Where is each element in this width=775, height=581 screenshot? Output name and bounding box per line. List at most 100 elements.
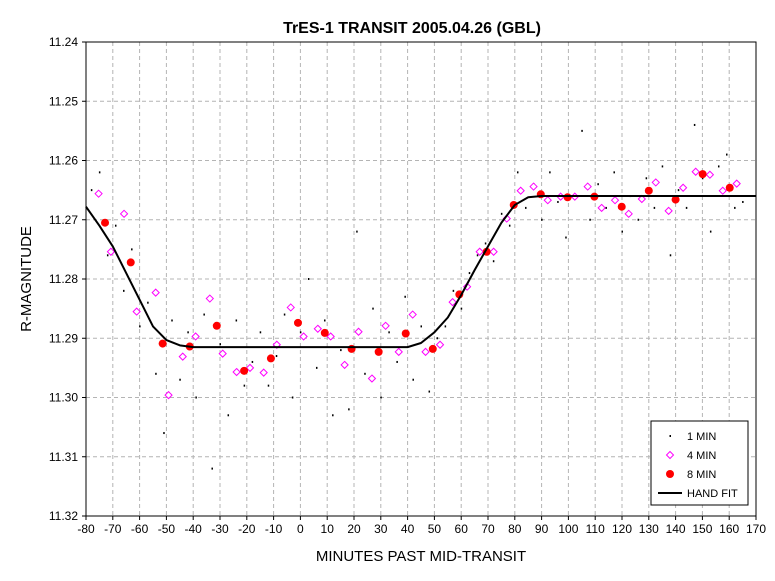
point-1-min [508, 224, 511, 227]
x-tick-label: -40 [185, 522, 203, 536]
x-tick-label: 30 [374, 522, 388, 536]
point-1-min [734, 206, 736, 209]
point-1-min [155, 372, 157, 375]
point-1-min [372, 307, 374, 310]
point-4-min [597, 203, 606, 213]
point-1-min [98, 171, 101, 174]
point-1-min [243, 384, 246, 387]
point-1-min [307, 278, 310, 280]
point-8-min [617, 202, 626, 211]
point-8-min [240, 366, 249, 375]
point-1-min [717, 165, 720, 168]
y-axis-label: R-MAGNITUDE [18, 226, 35, 332]
point-1-min [621, 230, 623, 233]
legend-swatch-1-min [669, 435, 671, 437]
legend: 1 MIN 4 MIN 8 MIN HAND FIT [650, 420, 749, 506]
point-4-min [164, 390, 173, 400]
point-1-min [677, 189, 680, 192]
x-tick-label: 70 [481, 522, 495, 536]
point-1-min [428, 390, 431, 393]
point-8-min [347, 344, 356, 353]
x-tick-label: 170 [746, 522, 766, 536]
point-4-min [732, 179, 741, 188]
point-1-min [605, 206, 607, 209]
x-tick-label: -80 [77, 522, 95, 536]
point-4-min [705, 170, 715, 179]
point-4-min [624, 209, 633, 219]
point-1-min [565, 236, 567, 239]
point-4-min [543, 195, 552, 205]
point-4-min [475, 247, 484, 256]
legend-label-8-min: 8 MIN [687, 469, 716, 481]
point-4-min [205, 294, 215, 303]
point-1-min [187, 331, 189, 334]
point-1-min [404, 295, 406, 298]
point-1-min [211, 467, 213, 470]
point-1-min [123, 289, 125, 292]
hand-fit-line [85, 195, 756, 349]
legend-swatch-4-min [665, 450, 675, 460]
x-tick-label: -20 [238, 522, 256, 536]
point-1-min [693, 123, 696, 126]
point-1-min [364, 372, 366, 375]
x-tick-label: -10 [265, 522, 283, 536]
point-4-min [529, 182, 538, 191]
point-1-min [114, 224, 117, 227]
point-4-min [340, 360, 349, 370]
point-1-min [235, 319, 238, 322]
x-tick-label: 140 [666, 522, 686, 536]
point-4-min [583, 182, 592, 191]
point-1-min [637, 218, 640, 221]
point-1-min [171, 319, 173, 322]
tick-labels: -80 -70 -60 -50 -40 -30 -20 -10 0 10 20 30 40 50 60 70 8… [49, 35, 766, 536]
point-1-min [460, 307, 463, 310]
point-4-min [106, 247, 116, 256]
point-4-min [435, 340, 445, 349]
point-1-min [613, 171, 615, 174]
y-tick-label: 11.29 [49, 331, 78, 345]
point-1-min [500, 212, 503, 215]
point-1-min [203, 313, 205, 316]
point-1-min [259, 331, 262, 334]
legend-box [650, 420, 749, 506]
point-4-min [516, 186, 525, 195]
point-1-min [669, 254, 672, 257]
y-tick-label: 11.25 [49, 94, 78, 108]
legend-label-hand-fit: HAND FIT [687, 488, 738, 500]
point-1-min [139, 325, 141, 328]
point-1-min [315, 366, 318, 369]
point-1-min [106, 254, 109, 257]
point-4-min [448, 297, 457, 307]
point-1-min [412, 378, 414, 381]
point-1-min [557, 200, 559, 203]
point-1-min [179, 378, 181, 381]
point-4-min [286, 303, 295, 312]
point-1-min [147, 301, 149, 304]
point-4-min [313, 324, 323, 333]
point-1-min [227, 414, 230, 417]
point-1-min [436, 337, 439, 340]
point-1-min [484, 242, 487, 245]
x-tick-label: 20 [347, 522, 361, 536]
point-1-min [516, 171, 519, 174]
y-tick-label: 11.32 [49, 509, 78, 523]
point-1-min [581, 129, 583, 132]
point-1-min [468, 272, 471, 275]
x-tick-label: -60 [131, 522, 149, 536]
point-8-min [698, 170, 707, 179]
point-4-min [408, 310, 417, 319]
point-1-min [195, 396, 197, 399]
point-8-min [212, 321, 221, 330]
x-tick-label: 110 [586, 522, 605, 536]
point-1-min [420, 325, 422, 328]
point-1-min [251, 360, 254, 363]
point-1-min [267, 384, 270, 387]
point-4-min [218, 349, 227, 358]
x-tick-label: 150 [692, 522, 712, 536]
point-4-min [245, 363, 255, 373]
point-8-min [671, 195, 680, 204]
point-1-min [661, 165, 664, 168]
point-1-min [356, 230, 358, 233]
point-1-min [726, 153, 728, 156]
point-1-min [90, 189, 93, 192]
